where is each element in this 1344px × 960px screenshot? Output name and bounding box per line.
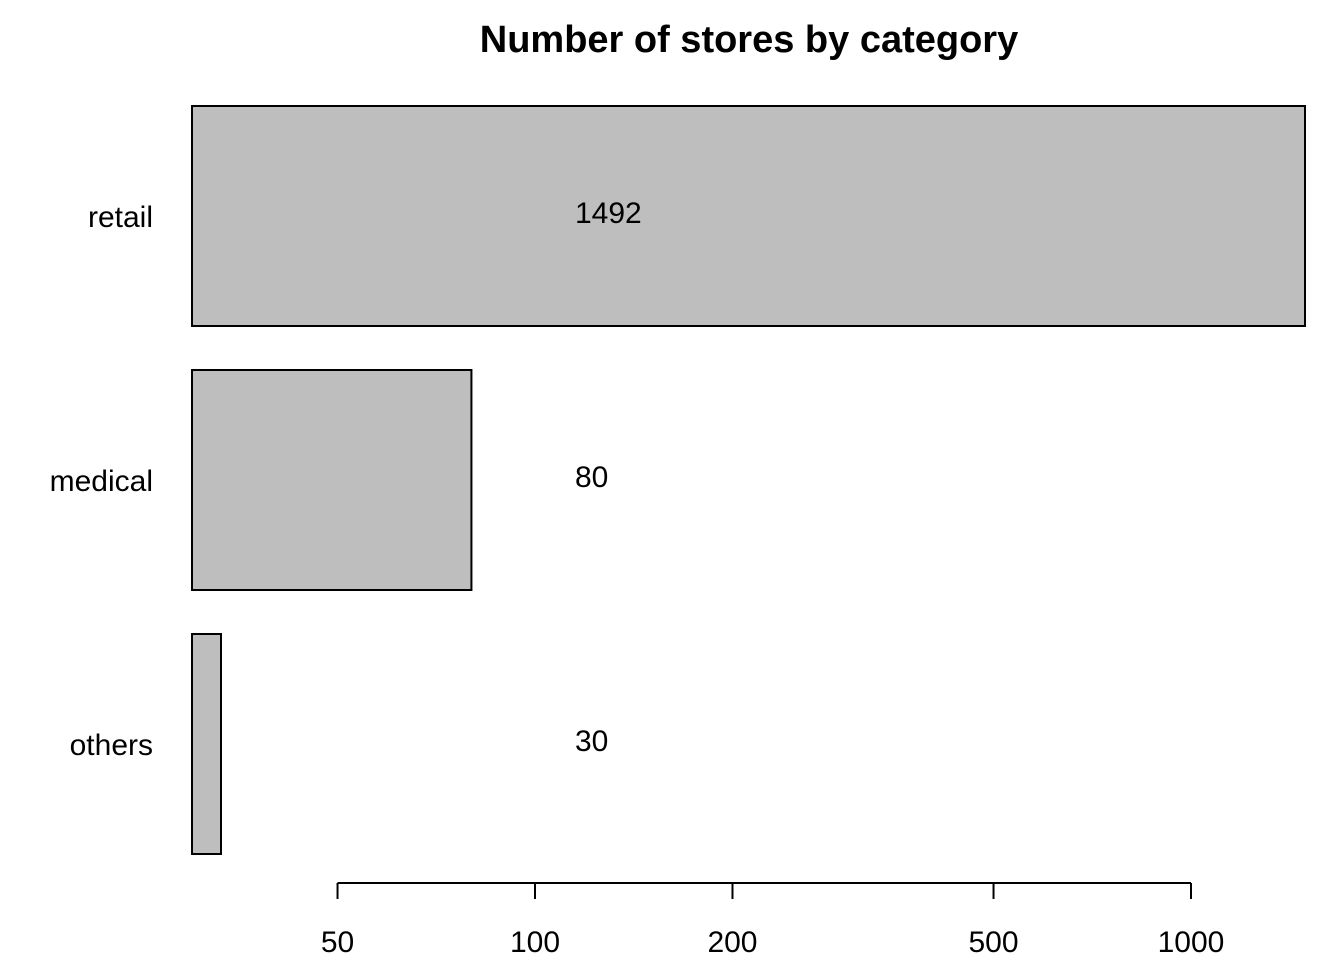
x-tick-label-500: 500 xyxy=(969,926,1019,959)
data-labels: 1492 80 30 xyxy=(575,197,642,758)
bar-retail xyxy=(191,105,1306,327)
x-tick-label-200: 200 xyxy=(707,926,757,959)
bar-medical xyxy=(191,369,473,591)
chart-title: Number of stores by category xyxy=(480,19,1018,61)
bars-layer xyxy=(191,105,1306,855)
data-label-others: 30 xyxy=(575,725,608,758)
data-label-medical: 80 xyxy=(575,461,608,494)
x-axis: 50 100 200 500 1000 xyxy=(321,882,1225,959)
category-label-medical: medical xyxy=(50,465,153,498)
x-tick-label-1000: 1000 xyxy=(1158,926,1225,959)
category-label-others: others xyxy=(70,729,153,762)
x-tick-label-50: 50 xyxy=(321,926,354,959)
category-label-retail: retail xyxy=(88,201,153,234)
x-tick-label-100: 100 xyxy=(510,926,560,959)
data-label-retail: 1492 xyxy=(575,197,642,230)
bar-others xyxy=(191,633,222,855)
category-labels: retail medical others xyxy=(50,201,153,762)
